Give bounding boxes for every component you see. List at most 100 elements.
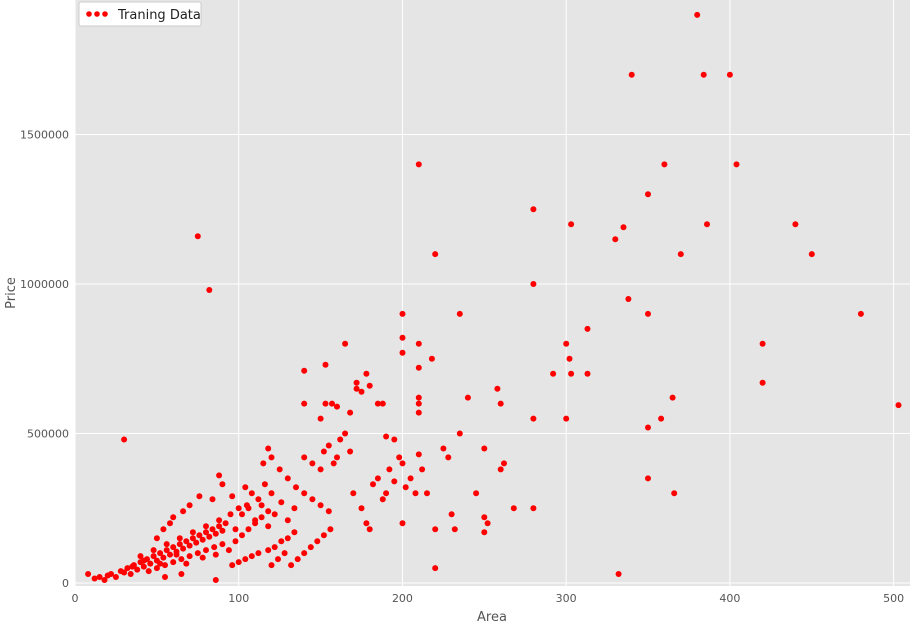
data-point bbox=[268, 454, 275, 461]
data-point bbox=[366, 526, 373, 533]
data-point bbox=[334, 403, 340, 410]
data-point bbox=[157, 560, 164, 567]
data-point bbox=[510, 505, 517, 512]
data-point bbox=[232, 526, 239, 533]
data-point bbox=[183, 538, 190, 545]
data-point bbox=[258, 514, 265, 521]
data-point bbox=[497, 400, 504, 407]
data-point bbox=[383, 433, 390, 440]
data-point bbox=[792, 221, 799, 228]
data-point bbox=[402, 484, 409, 491]
data-point bbox=[759, 379, 766, 386]
data-point bbox=[180, 545, 187, 552]
data-point bbox=[219, 527, 226, 534]
data-point bbox=[291, 505, 298, 512]
data-point bbox=[173, 551, 180, 558]
data-point bbox=[415, 161, 422, 168]
data-point bbox=[281, 550, 288, 557]
data-point bbox=[432, 565, 439, 572]
data-point bbox=[301, 454, 308, 461]
data-point bbox=[176, 535, 183, 542]
data-point bbox=[127, 571, 134, 577]
data-point bbox=[150, 547, 157, 554]
data-point bbox=[163, 547, 170, 554]
data-point bbox=[219, 481, 226, 488]
data-point bbox=[379, 496, 386, 503]
data-point bbox=[325, 442, 332, 449]
data-point bbox=[412, 490, 419, 497]
data-point bbox=[260, 460, 267, 467]
data-point bbox=[216, 517, 223, 524]
data-point bbox=[481, 514, 488, 521]
data-point bbox=[268, 490, 275, 497]
x-axis-ticks: 0 100 200 300 400 500 bbox=[72, 592, 905, 605]
data-point bbox=[163, 541, 170, 548]
data-point bbox=[327, 526, 334, 533]
data-point bbox=[170, 514, 177, 521]
data-point bbox=[370, 481, 376, 488]
data-point bbox=[464, 394, 471, 401]
data-point bbox=[178, 556, 185, 563]
data-point bbox=[399, 334, 406, 341]
data-point bbox=[170, 559, 177, 566]
data-point bbox=[301, 550, 308, 557]
data-point bbox=[620, 224, 627, 231]
data-point bbox=[677, 251, 684, 258]
data-point bbox=[206, 533, 213, 540]
data-point bbox=[671, 490, 678, 497]
data-point bbox=[669, 394, 676, 401]
data-point bbox=[440, 445, 447, 452]
data-point bbox=[284, 535, 291, 542]
y-tick-label: 1500000 bbox=[20, 129, 69, 142]
data-point bbox=[129, 563, 136, 570]
legend-box bbox=[78, 1, 202, 27]
data-point bbox=[212, 530, 219, 537]
data-point bbox=[216, 523, 223, 530]
data-point bbox=[199, 554, 206, 561]
x-tick-label: 300 bbox=[556, 592, 577, 605]
data-point bbox=[301, 490, 308, 497]
data-point bbox=[399, 520, 406, 527]
data-point bbox=[255, 496, 262, 503]
data-point bbox=[322, 400, 329, 407]
data-point bbox=[645, 191, 651, 198]
legend-marker bbox=[86, 11, 92, 17]
data-point bbox=[363, 370, 370, 377]
data-point bbox=[337, 436, 344, 443]
x-tick-label: 500 bbox=[883, 592, 904, 605]
data-point bbox=[347, 448, 354, 455]
data-point bbox=[407, 475, 414, 482]
data-point bbox=[563, 415, 570, 422]
data-point bbox=[353, 379, 360, 386]
data-point bbox=[212, 551, 219, 558]
data-point bbox=[186, 542, 193, 549]
data-point bbox=[203, 529, 209, 536]
legend-label: Traning Data bbox=[117, 8, 201, 23]
data-point bbox=[334, 454, 340, 461]
data-point bbox=[396, 454, 403, 461]
data-point bbox=[342, 340, 349, 347]
data-point bbox=[386, 466, 393, 473]
data-point bbox=[399, 349, 406, 356]
data-point bbox=[91, 575, 98, 582]
data-point bbox=[96, 574, 103, 580]
data-point bbox=[415, 340, 422, 347]
data-point bbox=[186, 502, 193, 509]
x-tick-label: 100 bbox=[228, 592, 249, 605]
data-point bbox=[134, 566, 141, 573]
data-point bbox=[568, 370, 575, 377]
data-point bbox=[196, 493, 203, 500]
data-point bbox=[153, 565, 160, 572]
data-point bbox=[248, 553, 255, 560]
data-point bbox=[456, 310, 463, 317]
data-point bbox=[658, 415, 665, 422]
data-point bbox=[180, 508, 187, 515]
data-point bbox=[366, 382, 373, 389]
data-point bbox=[121, 569, 128, 576]
data-point bbox=[239, 532, 245, 539]
data-point bbox=[284, 517, 291, 524]
data-point bbox=[358, 505, 365, 512]
data-point bbox=[432, 251, 439, 258]
data-point bbox=[484, 520, 491, 527]
